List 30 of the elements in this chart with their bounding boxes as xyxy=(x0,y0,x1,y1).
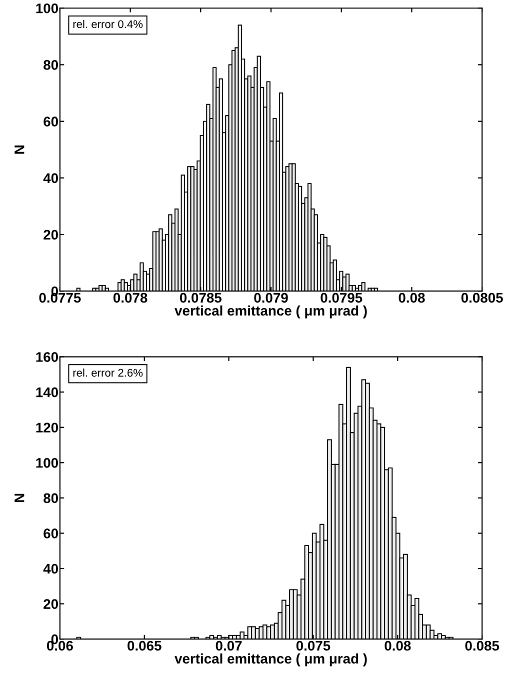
y-tick-label: 100 xyxy=(36,3,58,14)
y-axis-title: N xyxy=(14,494,24,502)
x-tick-label: 0.079 xyxy=(254,292,288,303)
y-tick-label: 140 xyxy=(36,387,58,398)
x-tick-label: 0.085 xyxy=(465,640,500,651)
y-tick-label: 20 xyxy=(44,230,58,240)
y-tick-label: 160 xyxy=(36,352,58,362)
x-axis-title: vertical emittance ( μm μrad ) xyxy=(174,653,367,666)
x-tick-label: 0.0805 xyxy=(461,292,503,303)
y-tick-label: 40 xyxy=(43,564,58,574)
y-axis-title: N xyxy=(14,146,24,154)
x-tick-label: 0.07 xyxy=(216,640,242,651)
x-tick-label: 0.0785 xyxy=(180,292,222,303)
x-tick-label: 0.08 xyxy=(384,640,411,651)
y-tick-label: 120 xyxy=(36,422,58,433)
x-tick-label: 0.075 xyxy=(296,640,330,651)
y-tick-label: 100 xyxy=(36,458,58,468)
y-tick-label: 40 xyxy=(43,173,58,184)
y-tick-label: 60 xyxy=(44,528,58,538)
y-tick-label: 80 xyxy=(44,60,58,70)
x-tick-label: 0.0795 xyxy=(320,292,362,303)
y-tick-label: 20 xyxy=(44,599,58,609)
x-tick-label: 0.078 xyxy=(113,292,148,303)
x-axis-title: vertical emittance ( μm μrad ) xyxy=(174,305,367,318)
x-tick-label: 0.08 xyxy=(398,292,425,303)
y-tick-label: 80 xyxy=(44,493,58,504)
x-tick-label: 0.065 xyxy=(128,640,162,651)
annotation: rel. error 2.6% xyxy=(73,368,143,377)
y-tick-label: 60 xyxy=(44,116,58,126)
annotation: rel. error 0.4% xyxy=(73,20,143,28)
